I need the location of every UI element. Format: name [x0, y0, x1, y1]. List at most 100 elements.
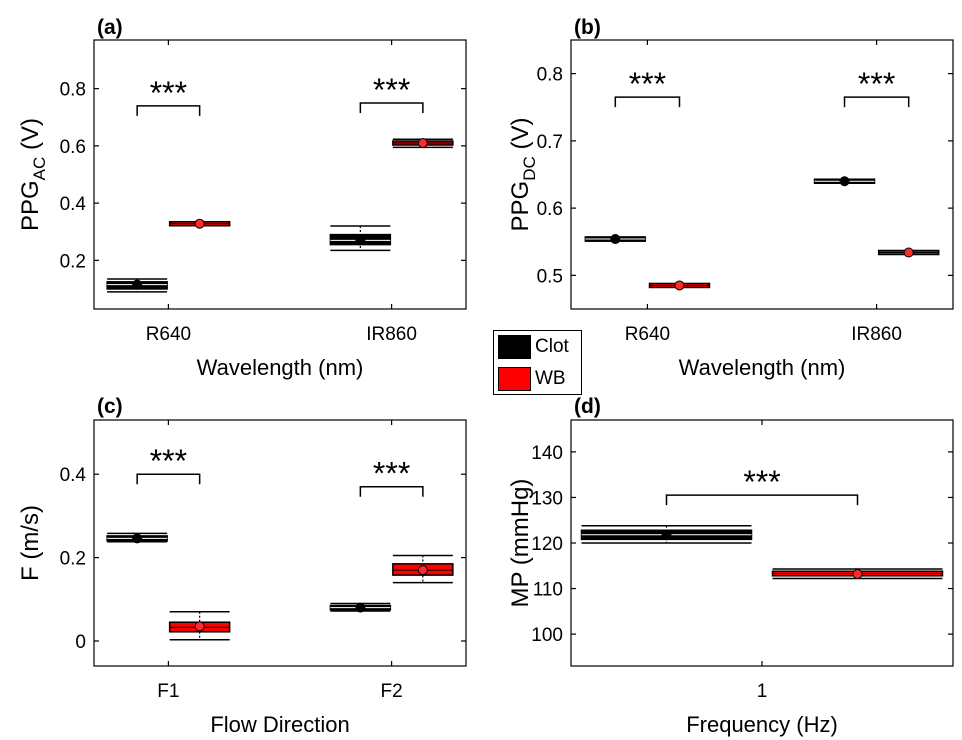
panel-a-clot-ir860-box	[329, 225, 392, 252]
panel-a-wb-r640-box	[168, 218, 231, 229]
panel-d-ytick-label: 130	[531, 488, 563, 509]
panel-a-label: (a)	[97, 16, 123, 39]
panel-a-ytick-label: 0.2	[60, 251, 86, 272]
panel-a-ytick-label: 0.6	[60, 137, 86, 158]
panel-b-clot-r640-box	[584, 234, 647, 245]
panel-b-wb-ir860-box	[877, 247, 940, 258]
panel-c-sig-label: ***	[150, 443, 187, 479]
panel-d-wb-1-mean	[852, 568, 863, 579]
legend-swatch-clot	[498, 335, 531, 359]
panel-b-ytick-label: 0.6	[537, 199, 563, 220]
panel-c-xtick-label: F2	[381, 681, 403, 702]
legend-label-clot: Clot	[535, 336, 569, 357]
panel-d-ytick-label: 120	[531, 534, 563, 555]
panel-a-wb-r640-mean	[194, 218, 205, 229]
panel-b: PPGDC (V)	[507, 39, 954, 310]
panel-a-xtick-label: R640	[146, 324, 191, 345]
panel-a-sig-label: ***	[150, 75, 187, 111]
panel-a-clot-r640-mean	[132, 279, 143, 290]
panel-b-ylabel-suffix: (V)	[507, 118, 534, 157]
panel-d-sig-bracket	[665, 494, 859, 506]
panel-d-ylabel-main: MP (mmHg)	[507, 479, 534, 608]
panel-d-wb-1-box	[771, 568, 944, 580]
panel-a-ylabel-sub: AC	[30, 157, 49, 181]
panel-b-ytick-label: 0.8	[537, 65, 563, 86]
panel-b-ylabel-sub: DC	[520, 156, 539, 181]
panel-c-ytick-label: 0.4	[60, 465, 87, 486]
panel-c-ylabel: F (m/s)	[17, 505, 44, 581]
panel-d: MP (mmHg)	[507, 419, 954, 667]
panel-b-axes-box	[570, 39, 954, 310]
panel-b-ylabel-main: PPG	[507, 181, 534, 232]
panel-b-label: (b)	[574, 16, 601, 39]
panel-b-ytick-label: 0.5	[537, 266, 563, 287]
panel-c-clot-f1-box	[106, 532, 168, 544]
panel-a-wb-ir860-box	[392, 138, 454, 149]
panel-c-axes-box	[93, 419, 467, 667]
panel-b-wb-ir860-mean	[903, 247, 914, 258]
legend-swatch-wb	[498, 367, 531, 391]
panel-b-sig-label: ***	[858, 66, 895, 102]
panel-d-ylabel: MP (mmHg)	[507, 479, 534, 608]
panel-b-clot-r640-mean	[610, 234, 621, 245]
panel-a-sig-bracket	[359, 102, 424, 113]
panel-c-ytick-label: 0	[75, 632, 86, 653]
panel-a-sig-label: ***	[373, 72, 410, 108]
panel-d-ytick-label: 110	[533, 580, 563, 601]
panel-c-sig-bracket	[136, 473, 201, 485]
panel-a-clot-r640-box	[106, 278, 168, 293]
panel-c-ylabel-main: F (m/s)	[17, 505, 44, 581]
panel-a-xlabel: Wavelength (nm)	[197, 355, 364, 380]
panel-a-wb-ir860-mean	[417, 138, 428, 149]
panel-d-clot-1-box	[580, 524, 753, 544]
panel-b-clot-ir860-box	[813, 176, 876, 187]
legend: Clot WB	[493, 330, 582, 395]
panel-d-ytick-label: 140	[531, 443, 563, 464]
panel-d-clot-1-mean	[661, 530, 672, 541]
panel-c-xtick-label: F1	[157, 681, 179, 702]
legend-label-wb: WB	[535, 368, 566, 389]
panel-b-ytick-label: 0.7	[537, 132, 563, 153]
panel-c-label: (c)	[97, 395, 123, 418]
panel-b-sig-bracket	[843, 96, 910, 108]
panel-a: PPGAC (V)	[17, 39, 467, 310]
panel-c-sig-label: ***	[373, 456, 410, 492]
panel-c-clot-f2-box	[329, 602, 392, 613]
panel-c-clot-f2-mean	[355, 602, 366, 613]
panel-c-clot-f1-mean	[132, 533, 143, 544]
panel-b-wb-r640-mean	[674, 280, 685, 291]
panel-d-xlabel: Frequency (Hz)	[686, 712, 838, 737]
panel-a-ylabel: PPGAC (V)	[17, 118, 49, 231]
legend-item-wb: WB	[498, 367, 566, 391]
panel-d-ytick-label: 100	[531, 625, 563, 646]
panel-b-sig-label: ***	[629, 66, 666, 102]
panel-b-xtick-label: R640	[625, 324, 670, 345]
legend-item-clot: Clot	[498, 335, 569, 359]
panel-a-clot-ir860-mean	[355, 235, 366, 246]
panel-a-ytick-label: 0.8	[60, 80, 86, 101]
panel-b-xlabel: Wavelength (nm)	[679, 355, 846, 380]
panel-b-ylabel: PPGDC (V)	[507, 118, 539, 232]
panel-a-sig-bracket	[136, 105, 201, 116]
panel-b-clot-ir860-mean	[839, 176, 850, 187]
panel-a-ylabel-suffix: (V)	[17, 118, 44, 157]
panel-b-xtick-label: IR860	[851, 324, 902, 345]
panel-b-sig-bracket	[614, 96, 681, 108]
panel-c: F (m/s)	[17, 419, 467, 667]
panel-a-ytick-label: 0.4	[60, 194, 87, 215]
panel-c-wb-f1-mean	[194, 621, 205, 632]
panel-c-ytick-label: 0.2	[60, 549, 86, 570]
panel-c-sig-bracket	[359, 485, 424, 497]
panel-c-wb-f2-mean	[417, 565, 428, 576]
panel-c-xlabel: Flow Direction	[210, 712, 349, 737]
panel-c-wb-f1-box	[168, 611, 231, 641]
panel-b-wb-r640-box	[648, 280, 711, 291]
panel-a-axes-box	[93, 39, 467, 310]
panel-d-xtick-label: 1	[757, 681, 768, 702]
panel-a-xtick-label: IR860	[366, 324, 417, 345]
panel-d-label: (d)	[574, 395, 601, 418]
panel-d-sig-label: ***	[743, 464, 780, 500]
panel-c-wb-f2-box	[392, 554, 454, 584]
panel-a-ylabel-main: PPG	[17, 180, 44, 231]
